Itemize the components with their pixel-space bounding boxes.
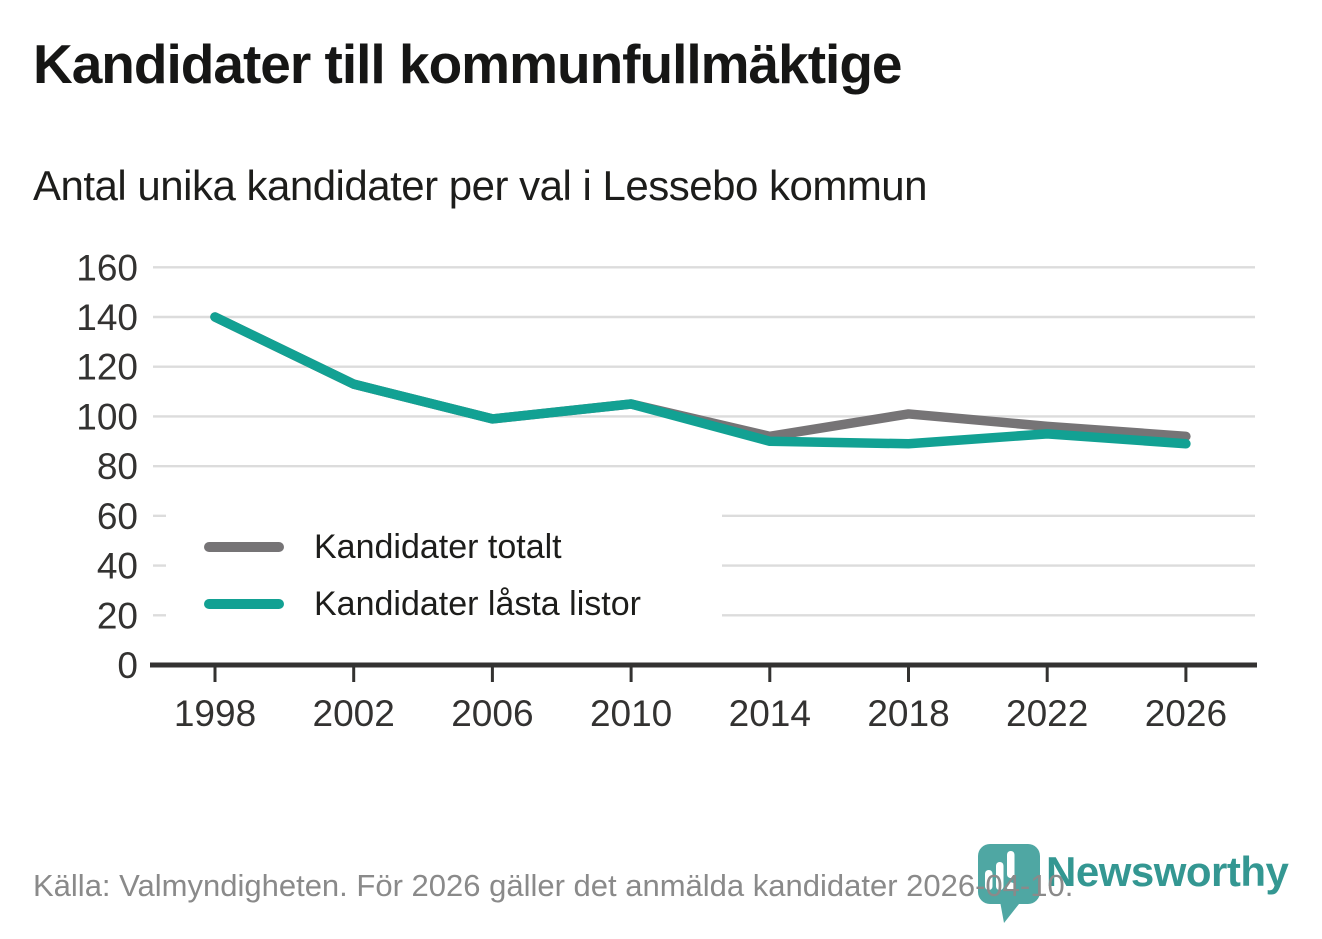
source-note: Källa: Valmyndigheten. För 2026 gäller d… xyxy=(33,868,1074,903)
newsworthy-pin-barchart-icon xyxy=(978,844,1040,923)
y-tick-label: 20 xyxy=(97,595,138,636)
chart-title: Kandidater till kommunfullmäktige xyxy=(33,33,903,95)
y-tick-label: 120 xyxy=(76,347,138,388)
x-tick-label: 1998 xyxy=(174,693,256,734)
legend-swatch-totalt xyxy=(204,542,284,552)
legend-swatch-lasta-listor xyxy=(204,599,284,609)
x-tick-label: 2010 xyxy=(590,693,672,734)
series-line-kandidater-l-sta-listor xyxy=(210,312,1191,449)
legend-item-kandidater-totalt: Kandidater totalt xyxy=(204,525,722,569)
y-tick-label: 100 xyxy=(76,396,138,437)
x-tick-label: 2022 xyxy=(1006,693,1088,734)
y-tick-label: 80 xyxy=(97,446,138,487)
chart-subtitle: Antal unika kandidater per val i Lessebo… xyxy=(33,162,928,209)
y-tick-label: 60 xyxy=(97,496,138,537)
x-tick-label: 2018 xyxy=(867,693,949,734)
y-tick-label: 160 xyxy=(76,247,138,288)
y-tick-label: 140 xyxy=(76,297,138,338)
y-tick-label: 40 xyxy=(97,546,138,587)
x-tick-label: 2014 xyxy=(729,693,811,734)
legend-item-kandidater-lasta-listor: Kandidater låsta listor xyxy=(204,582,722,626)
x-tick-label: 2006 xyxy=(451,693,533,734)
newsworthy-wordmark: Newsworthy xyxy=(1046,848,1289,895)
x-tick-label: 2026 xyxy=(1145,693,1227,734)
legend-label-totalt: Kandidater totalt xyxy=(314,528,562,566)
legend-label-lasta-listor: Kandidater låsta listor xyxy=(314,585,641,623)
x-tick-label: 2002 xyxy=(313,693,395,734)
chart-legend: Kandidater totalt Kandidater låsta listo… xyxy=(166,512,722,636)
y-tick-label: 0 xyxy=(117,645,138,686)
